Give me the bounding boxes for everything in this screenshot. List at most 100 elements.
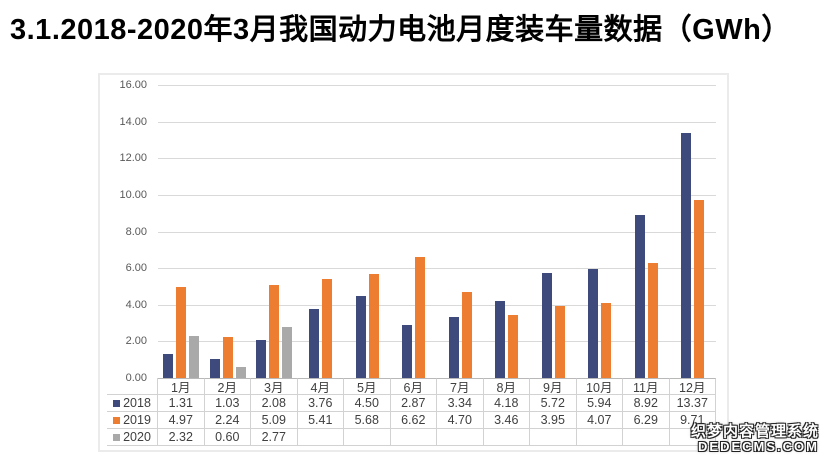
series-legend-cell: 2018 xyxy=(107,395,158,412)
value-cell-2019-1月: 4.97 xyxy=(158,412,205,429)
bar-2018-9月 xyxy=(541,273,552,378)
bar-2018-10月 xyxy=(588,269,599,378)
month-column-9 xyxy=(530,85,577,378)
y-axis-tick-label: 12.00 xyxy=(119,152,147,164)
value-cell-2020-12月 xyxy=(669,429,716,446)
value-cell-2018-2月: 1.03 xyxy=(204,395,251,412)
y-axis-tick-label: 10.00 xyxy=(119,189,147,201)
bar-2020-3月 xyxy=(282,327,293,378)
bar-2019-12月 xyxy=(694,200,705,378)
y-axis-tick-label: 8.00 xyxy=(125,226,147,238)
value-cell-2020-1月: 2.32 xyxy=(158,429,205,446)
y-axis-tick-label: 4.00 xyxy=(125,299,147,311)
bar-2018-1月 xyxy=(163,354,174,378)
value-cell-2020-3月: 2.77 xyxy=(251,429,298,446)
legend-marker-2018 xyxy=(113,399,121,407)
bar-2019-10月 xyxy=(601,303,612,378)
bar-2018-12月 xyxy=(681,133,692,378)
value-cell-2018-6月: 2.87 xyxy=(390,395,437,412)
month-column-12 xyxy=(670,85,717,378)
chart-data-table: 1月 2月 3月 4月 5月 6月 7月 8月 9月 10月 11月 12月 2018 1.31 1.03 2… xyxy=(107,378,716,446)
bar-2018-4月 xyxy=(309,309,320,378)
value-cell-2018-10月: 5.94 xyxy=(576,395,623,412)
value-cell-2020-4月 xyxy=(297,429,344,446)
y-axis-tick-label: 2.00 xyxy=(125,335,147,347)
month-column-4 xyxy=(298,85,345,378)
y-axis-tick-label: 16.00 xyxy=(119,79,147,91)
grid-line xyxy=(158,195,716,196)
value-cell-2018-3月: 2.08 xyxy=(251,395,298,412)
table-corner-cell xyxy=(107,378,158,395)
month-header-cell: 11月 xyxy=(623,378,670,395)
month-header-cell: 4月 xyxy=(297,378,344,395)
value-cell-2020-9月 xyxy=(530,429,577,446)
value-cell-2018-7月: 3.34 xyxy=(437,395,484,412)
value-cell-2018-8月: 4.18 xyxy=(483,395,530,412)
bar-2018-2月 xyxy=(209,359,220,378)
month-header-cell: 2月 xyxy=(204,378,251,395)
bar-2019-9月 xyxy=(554,306,565,378)
bar-2018-11月 xyxy=(634,215,645,378)
value-cell-2019-5月: 5.68 xyxy=(344,412,391,429)
bar-2019-3月 xyxy=(269,285,280,378)
value-cell-2018-4月: 3.76 xyxy=(297,395,344,412)
month-column-2 xyxy=(205,85,252,378)
bar-2019-2月 xyxy=(222,337,233,378)
bar-2019-7月 xyxy=(461,292,472,378)
month-header-cell: 7月 xyxy=(437,378,484,395)
bar-columns xyxy=(158,85,716,378)
series-label: 2019 xyxy=(123,413,151,427)
value-cell-2018-11月: 8.92 xyxy=(623,395,670,412)
grid-line xyxy=(158,85,716,86)
month-header-cell: 3月 xyxy=(251,378,298,395)
month-column-8 xyxy=(484,85,531,378)
series-label: 2020 xyxy=(123,430,151,444)
watermark-cms-domain: DEDECMS.COM xyxy=(698,439,819,454)
value-cell-2020-2月: 0.60 xyxy=(204,429,251,446)
value-cell-2019-10月: 4.07 xyxy=(576,412,623,429)
month-column-1 xyxy=(158,85,205,378)
month-column-3 xyxy=(251,85,298,378)
value-cell-2018-9月: 5.72 xyxy=(530,395,577,412)
y-axis-tick-label: 6.00 xyxy=(125,262,147,274)
watermark: 织梦内容管理系统 DEDECMS.COM xyxy=(691,424,819,454)
month-column-11 xyxy=(623,85,670,378)
bar-2019-8月 xyxy=(508,315,519,378)
bar-2020-2月 xyxy=(235,367,246,378)
page-title: 3.1.2018-2020年3月我国动力电池月度装车量数据（GWh） xyxy=(10,14,791,46)
bar-2018-8月 xyxy=(495,301,506,378)
value-cell-2019-12月: 9.71 xyxy=(669,412,716,429)
value-cell-2019-7月: 4.70 xyxy=(437,412,484,429)
value-cell-2019-2月: 2.24 xyxy=(204,412,251,429)
value-cell-2018-5月: 4.50 xyxy=(344,395,391,412)
value-cell-2020-10月 xyxy=(576,429,623,446)
series-legend-cell: 2019 xyxy=(107,412,158,429)
series-label: 2018 xyxy=(123,396,151,410)
watermark-cms-name: 织梦内容管理系统 xyxy=(690,423,819,440)
value-cell-2018-12月: 13.37 xyxy=(669,395,716,412)
value-cell-2020-8月 xyxy=(483,429,530,446)
value-cell-2019-4月: 5.41 xyxy=(297,412,344,429)
y-axis-tick-label: 14.00 xyxy=(119,116,147,128)
plot-area: 16.00 14.00 12.00 10.00 8.00 6.00 4.00 2.00 0.00 xyxy=(119,79,716,384)
grid-line xyxy=(158,122,716,123)
value-cell-2019-9月: 3.95 xyxy=(530,412,577,429)
month-header-cell: 5月 xyxy=(344,378,391,395)
value-cell-2020-5月 xyxy=(344,429,391,446)
grid-line xyxy=(158,232,716,233)
bar-2018-6月 xyxy=(402,325,413,378)
month-column-6 xyxy=(391,85,438,378)
bar-2018-5月 xyxy=(355,296,366,378)
month-column-7 xyxy=(437,85,484,378)
legend-marker-2020 xyxy=(113,433,121,441)
bar-2019-6月 xyxy=(415,257,426,378)
battery-installation-bar-chart: 16.00 14.00 12.00 10.00 8.00 6.00 4.00 2.00 0.00… xyxy=(98,73,729,452)
grid-line xyxy=(158,305,716,306)
bar-2019-5月 xyxy=(368,274,379,378)
month-header-cell: 1月 xyxy=(158,378,205,395)
bar-2019-1月 xyxy=(176,287,187,378)
value-cell-2019-11月: 6.29 xyxy=(623,412,670,429)
month-column-10 xyxy=(577,85,624,378)
series-legend-cell: 2020 xyxy=(107,429,158,446)
grid-line xyxy=(158,158,716,159)
